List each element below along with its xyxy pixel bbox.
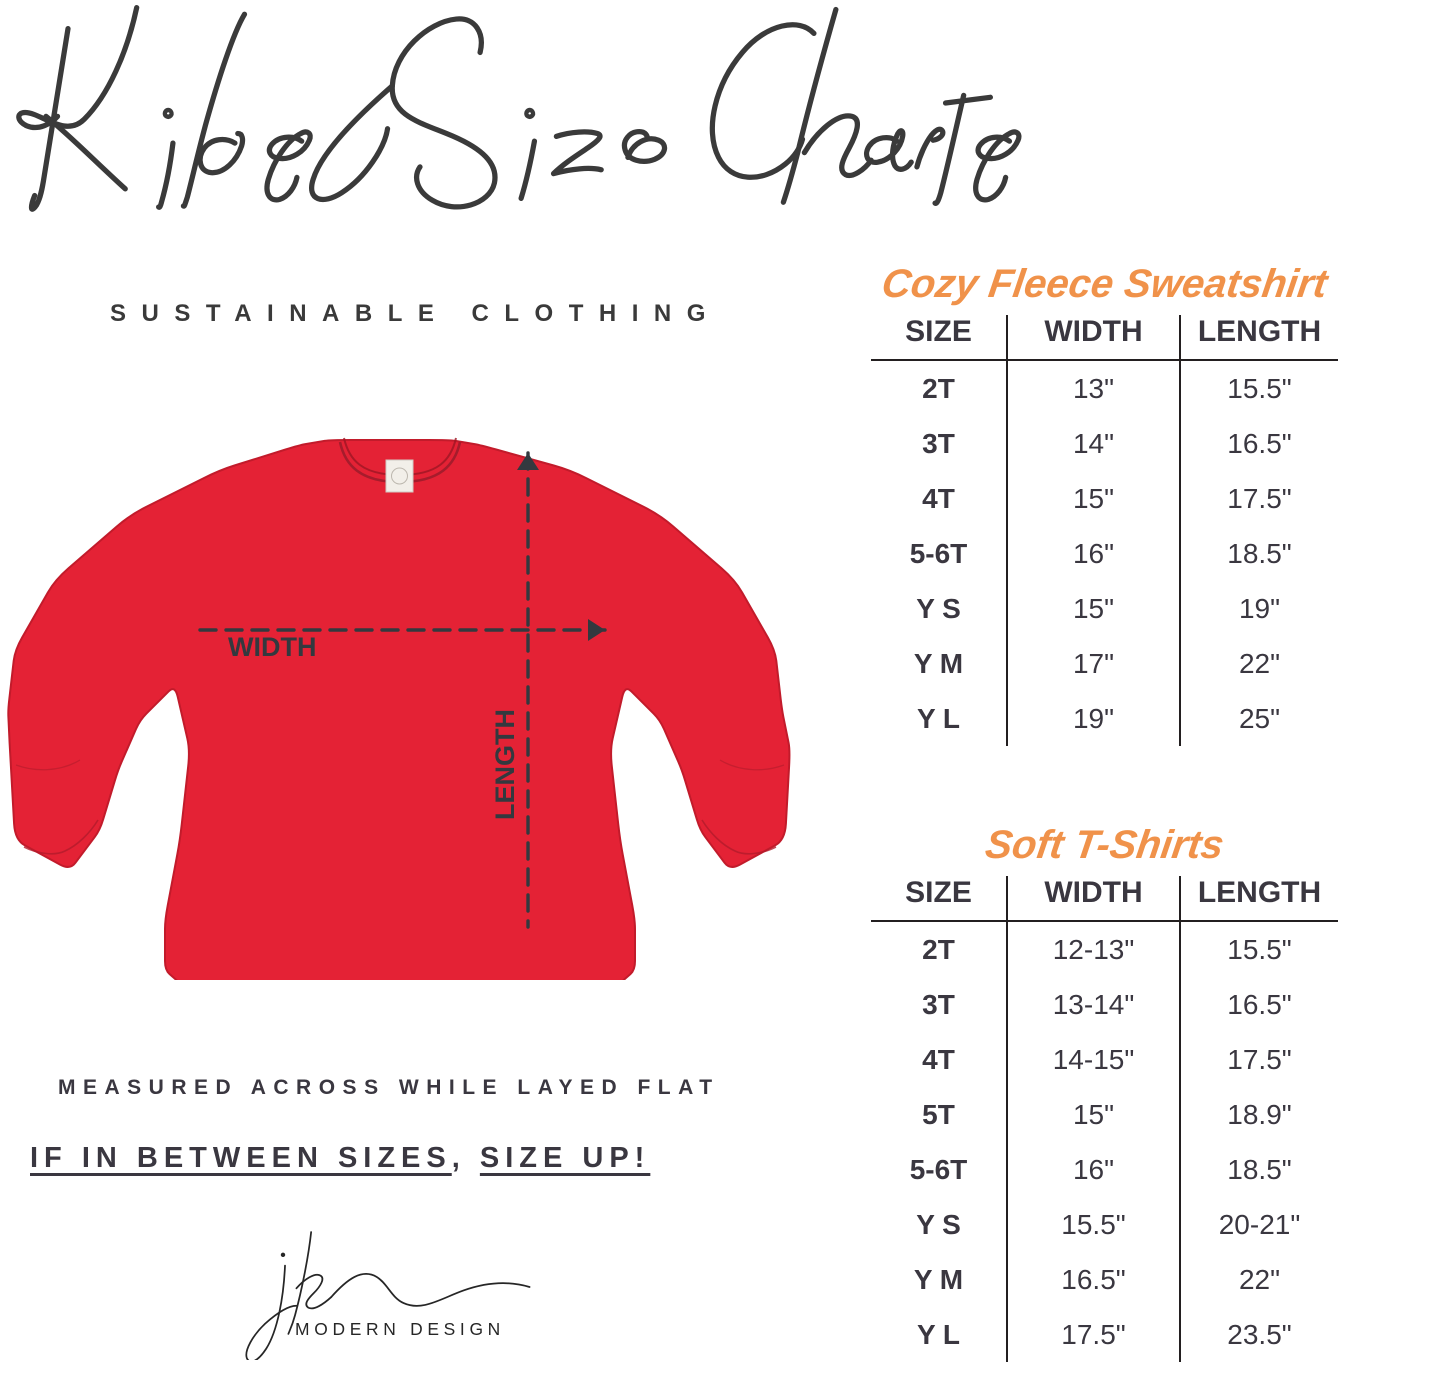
svg-text:WIDTH: WIDTH [228, 632, 316, 662]
svg-text:LENGTH: LENGTH [490, 709, 520, 820]
svg-text:MODERN DESIGN: MODERN DESIGN [295, 1319, 505, 1339]
